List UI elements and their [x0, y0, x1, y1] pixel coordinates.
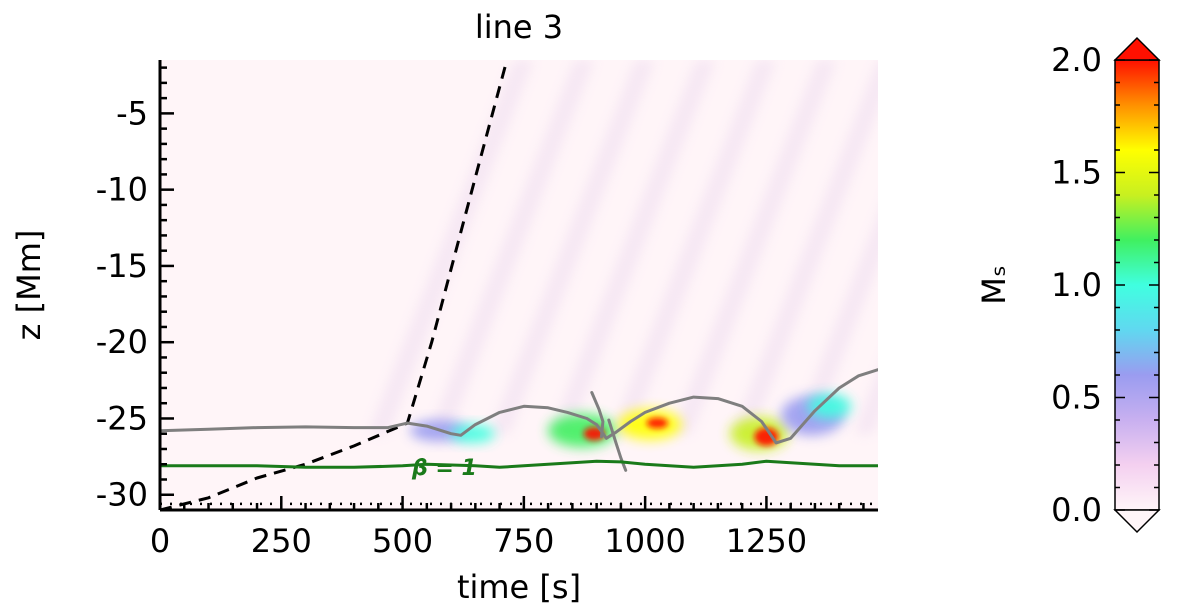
- contour-line: [160, 368, 878, 445]
- contour-line: [590, 391, 605, 439]
- dashed-line: [160, 60, 509, 510]
- y-tick-label: -10: [96, 171, 148, 209]
- x-tick-label: 1000: [604, 522, 685, 560]
- colorbar-tick-label: 2.0: [1051, 41, 1102, 79]
- y-tick-label: -30: [96, 476, 148, 514]
- x-tick-label: 750: [493, 522, 554, 560]
- wave-stripe: [853, 371, 878, 434]
- heatmap-blob: [754, 427, 779, 446]
- heatmap-blob: [807, 394, 852, 419]
- colorbar-label: Mₛ: [975, 265, 1013, 305]
- heatmap-blob: [548, 413, 617, 448]
- wave-stripes: [368, 60, 878, 434]
- contour-line: [160, 459, 878, 469]
- wave-stripe: [550, 60, 716, 434]
- x-tick-label: 250: [251, 522, 312, 560]
- plot-lines: [160, 60, 878, 510]
- y-tick-label: -5: [116, 94, 148, 132]
- wave-stripe: [489, 60, 655, 434]
- x-tick-label: 0: [150, 522, 170, 560]
- chart-title: line 3: [475, 8, 563, 46]
- colorbar: 0.0 0.5 1.0 1.5 2.0 Mₛ: [975, 36, 1161, 534]
- colorbar-ticks: 0.0 0.5 1.0 1.5 2.0: [1051, 41, 1159, 529]
- y-axis-title: z [Mm]: [10, 230, 48, 341]
- contour-line: [607, 418, 628, 472]
- wave-stripe: [368, 60, 534, 434]
- wave-stripe: [611, 60, 777, 434]
- y-tick-label: -15: [96, 247, 148, 285]
- colorbar-tick-label: 1.5: [1051, 154, 1102, 192]
- x-tick-label: 1250: [726, 522, 807, 560]
- wave-stripe: [671, 60, 837, 434]
- beta-annotation: β = 1: [411, 456, 477, 481]
- x-axis-title: time [s]: [457, 568, 581, 606]
- heatmap-blob: [451, 424, 495, 443]
- y-tick-label: -25: [96, 399, 148, 437]
- colorbar-tick-label: 0.5: [1051, 379, 1102, 417]
- x-tick-label: 500: [372, 522, 433, 560]
- colorbar-tick-label: 0.0: [1051, 491, 1102, 529]
- colorbar-top-triangle: [1113, 36, 1161, 61]
- plot-area: [160, 60, 878, 510]
- heatmap-blob: [646, 417, 668, 429]
- x-axis: 0 250 500 750 1000 1250: [150, 496, 878, 560]
- y-tick-label: -20: [96, 323, 148, 361]
- wave-stripe: [429, 60, 595, 434]
- colorbar-bottom-triangle: [1113, 509, 1161, 534]
- colorbar-tick-label: 1.0: [1051, 266, 1102, 304]
- y-axis: -30 -25 -20 -15 -10 -5: [96, 60, 174, 514]
